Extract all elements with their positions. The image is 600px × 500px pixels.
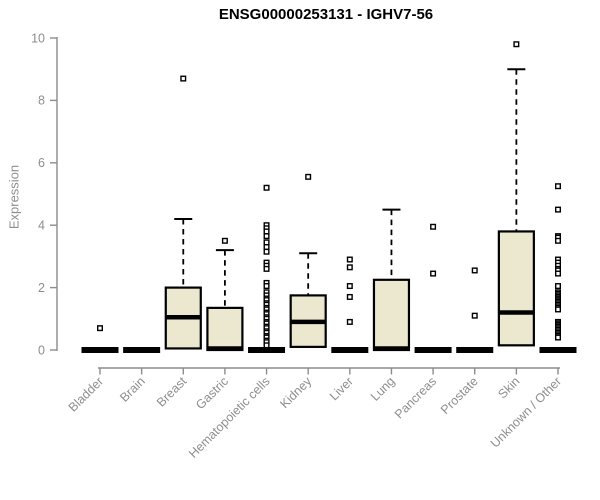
outlier-point (96, 325, 103, 332)
boxplot-breast (164, 75, 202, 350)
outlier-point (263, 233, 270, 240)
outlier-point (555, 206, 562, 213)
outlier-point (555, 306, 562, 313)
outlier-point (263, 248, 270, 255)
outlier-point (471, 267, 478, 274)
outlier-point (430, 223, 437, 230)
x-tick-label-hematopoietic-cells: Hematopoietic cells (186, 374, 273, 461)
collapsed-box (81, 347, 119, 353)
collapsed-box (331, 347, 369, 353)
y-tick-label: 10 (31, 31, 45, 45)
boxplot-gastric (206, 237, 244, 352)
boxplot-brain (123, 347, 161, 353)
box-rect (206, 306, 244, 352)
x-tick-label-brain: Brain (117, 374, 148, 405)
outlier-point (346, 256, 353, 263)
outlier-point (263, 239, 270, 246)
boxplot-unknown-other (539, 183, 577, 353)
outlier-point (346, 264, 353, 271)
outlier-point (263, 184, 270, 191)
box-rect (497, 230, 535, 347)
y-tick-label: 8 (38, 94, 45, 108)
boxplot-skin (497, 41, 535, 347)
outlier-point (263, 228, 270, 235)
y-tick-label: 2 (38, 281, 45, 295)
x-tick-label-skin: Skin (495, 374, 522, 401)
x-tick-label-bladder: Bladder (66, 374, 106, 414)
outlier-point (180, 75, 187, 82)
boxplot-pancreas (414, 223, 452, 353)
outlier-point (305, 173, 312, 180)
outlier-point (555, 183, 562, 190)
boxplot-kidney (289, 173, 327, 348)
y-tick-label: 6 (38, 156, 45, 170)
x-tick-label-prostate: Prostate (438, 374, 481, 417)
outlier-point (346, 318, 353, 325)
collapsed-box (414, 347, 452, 353)
outlier-point (263, 283, 270, 290)
outlier-point (263, 342, 270, 349)
collapsed-box (456, 347, 494, 353)
outlier-point (555, 237, 562, 244)
collapsed-box (248, 347, 286, 353)
x-tick-label-pancreas: Pancreas (392, 374, 439, 421)
outlier-point (263, 265, 270, 272)
outlier-point (263, 244, 270, 251)
x-tick-label-liver: Liver (327, 374, 356, 403)
outlier-point (221, 237, 228, 244)
outlier-point (555, 283, 562, 290)
chart-title: ENSG00000253131 - IGHV7-56 (218, 6, 434, 23)
collapsed-box (539, 347, 577, 353)
x-tick-label-kidney: Kidney (277, 374, 314, 411)
x-tick-label-lung: Lung (368, 374, 398, 404)
boxplot-prostate (456, 267, 494, 353)
boxplot-hematopoietic-cells (248, 184, 286, 353)
outlier-point (555, 270, 562, 277)
collapsed-box (123, 347, 161, 353)
y-axis-title: Expression (6, 164, 22, 230)
outlier-point (430, 270, 437, 277)
outlier-point (346, 293, 353, 300)
y-tick-label: 4 (38, 219, 45, 233)
boxplot-liver (331, 256, 369, 353)
outlier-point (346, 283, 353, 290)
outlier-point (513, 41, 520, 48)
x-tick-label-gastric: Gastric (193, 374, 231, 412)
boxplot-lung (372, 208, 411, 352)
y-tick-label: 0 (38, 343, 45, 357)
x-tick-label-breast: Breast (154, 374, 190, 410)
boxplot-bladder (81, 325, 119, 353)
outlier-point (555, 334, 562, 341)
x-tick-label-unknown-other: Unknown / Other (488, 374, 564, 450)
box-rect (372, 278, 411, 352)
outlier-point (471, 312, 478, 319)
